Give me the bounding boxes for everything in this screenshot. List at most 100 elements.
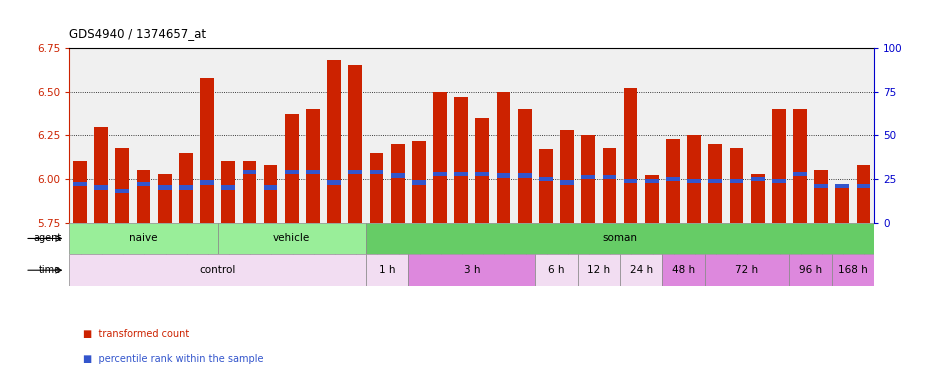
Text: vehicle: vehicle [273,233,311,243]
Bar [285,114,299,223]
Bar [158,185,171,190]
Bar [366,223,874,254]
Bar [242,170,256,174]
Bar [645,175,659,223]
Bar [561,180,574,185]
Bar [69,223,217,254]
Bar [832,254,874,286]
Bar [751,174,765,223]
Bar [433,92,447,223]
Bar [73,182,87,186]
Bar [602,175,616,179]
Bar [539,149,553,223]
Text: soman: soman [602,233,637,243]
Bar [412,180,426,185]
Text: control: control [200,265,236,275]
Bar [536,254,577,286]
Bar [772,109,785,223]
Bar [814,184,828,188]
Bar [306,170,320,174]
Bar [475,172,489,176]
Bar [793,109,807,223]
Bar [454,172,468,176]
Bar [561,130,574,223]
Bar [366,254,408,286]
Bar [857,165,870,223]
Bar [518,109,532,223]
Text: naive: naive [130,233,158,243]
Bar [539,177,553,181]
Bar [662,254,705,286]
Bar [620,254,662,286]
Bar [327,60,341,223]
Bar [408,254,536,286]
Bar [370,153,383,223]
Bar [751,177,765,181]
Bar [200,180,214,185]
Bar [454,97,468,223]
Text: 168 h: 168 h [838,265,868,275]
Text: 96 h: 96 h [799,265,822,275]
Bar [772,179,785,183]
Text: 1 h: 1 h [379,265,395,275]
Bar [730,179,744,183]
Bar [412,141,426,223]
Text: GDS4940 / 1374657_at: GDS4940 / 1374657_at [69,27,206,40]
Text: time: time [39,265,61,275]
Bar [497,173,511,178]
Bar [666,177,680,181]
Bar [497,92,511,223]
Bar [390,144,404,223]
Bar [789,254,832,286]
Bar [814,170,828,223]
Bar [475,118,489,223]
Bar [327,180,341,185]
Bar [835,184,849,188]
Bar [137,182,151,186]
Text: agent: agent [33,233,61,243]
Bar [179,153,192,223]
Bar [306,109,320,223]
Bar [645,179,659,183]
Bar [349,65,363,223]
Bar [264,165,278,223]
Text: 6 h: 6 h [549,265,564,275]
Bar [705,254,789,286]
Text: 24 h: 24 h [630,265,653,275]
Bar [264,185,278,190]
Bar [69,254,366,286]
Bar [217,223,366,254]
Bar [221,162,235,223]
Bar [730,147,744,223]
Bar [793,172,807,176]
Bar [623,88,637,223]
Bar [137,170,151,223]
Text: ■  percentile rank within the sample: ■ percentile rank within the sample [83,354,264,364]
Bar [602,147,616,223]
Bar [581,175,595,179]
Bar [390,173,404,178]
Bar [709,179,722,183]
Bar [835,188,849,223]
Bar [666,139,680,223]
Bar [349,170,363,174]
Bar [433,172,447,176]
Bar [200,78,214,223]
Bar [94,185,108,190]
Bar [370,170,383,174]
Text: 48 h: 48 h [672,265,695,275]
Bar [179,185,192,190]
Bar [221,185,235,190]
Bar [709,144,722,223]
Bar [687,179,701,183]
Text: 3 h: 3 h [463,265,480,275]
Bar [623,179,637,183]
Text: ■  transformed count: ■ transformed count [83,329,190,339]
Bar [285,170,299,174]
Text: 12 h: 12 h [587,265,610,275]
Bar [73,162,87,223]
Bar [581,135,595,223]
Bar [94,127,108,223]
Bar [577,254,620,286]
Bar [857,184,870,188]
